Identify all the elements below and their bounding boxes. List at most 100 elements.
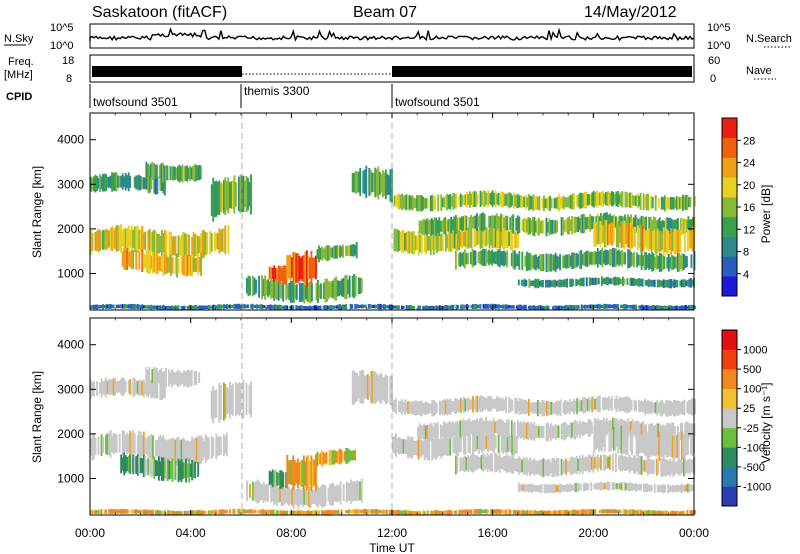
range-cell (572, 217, 575, 233)
range-cell (313, 459, 316, 486)
range-cell (509, 217, 512, 230)
range-cell (381, 509, 384, 514)
range-cell (520, 399, 523, 414)
range-cell (293, 251, 296, 284)
range-cell (627, 457, 629, 471)
range-cell (478, 228, 480, 245)
range-cell (192, 165, 195, 181)
freq-left-label-1: Freq. (8, 56, 34, 68)
range-cell (222, 180, 225, 214)
range-cell (591, 396, 594, 413)
range-cell (331, 305, 334, 309)
range-cell (449, 509, 452, 515)
range-cell (491, 190, 494, 208)
range-cell (317, 485, 319, 508)
range-cell (494, 398, 497, 410)
range-cell (353, 481, 356, 502)
range-cell (388, 509, 391, 515)
range-cell (498, 248, 501, 268)
range-cell (645, 401, 648, 413)
range-cell (540, 220, 543, 234)
range-cell (627, 509, 630, 514)
range-cell (659, 305, 662, 310)
range-cell (102, 304, 104, 310)
range-cell (426, 425, 429, 440)
range-cell (515, 231, 518, 249)
range-cell (651, 220, 654, 233)
range-cell (684, 304, 687, 310)
range-cell (685, 256, 688, 268)
range-cell (124, 455, 127, 473)
range-cell (592, 453, 595, 473)
range-cell (395, 229, 397, 252)
range-cell (308, 510, 311, 515)
noise-left-label: N.Sky (4, 33, 34, 45)
range-cell (171, 236, 174, 256)
range-cell (156, 176, 159, 195)
range-cell (494, 509, 497, 514)
range-cell (189, 254, 192, 276)
range-cell (384, 304, 387, 310)
range-cell (562, 217, 565, 235)
range-cell (617, 482, 620, 490)
range-cell (454, 250, 457, 270)
range-cell (435, 305, 438, 310)
range-cell (183, 439, 186, 464)
range-cell (548, 484, 550, 494)
range-cell (573, 483, 576, 493)
range-cell (267, 484, 270, 502)
range-cell (673, 279, 676, 289)
range-cell (285, 281, 288, 301)
range-cell (370, 304, 373, 308)
range-cell (429, 195, 432, 212)
range-cell (168, 460, 171, 480)
range-cell (583, 252, 586, 267)
range-cell (685, 460, 688, 473)
range-cell (318, 305, 320, 310)
range-cell (536, 256, 539, 269)
range-cell (602, 213, 605, 231)
range-cell (210, 435, 213, 459)
range-cell (163, 460, 166, 479)
range-cell (603, 426, 606, 452)
colorbar-swatch (722, 427, 737, 448)
range-cell (212, 510, 215, 514)
range-cell (292, 252, 295, 284)
range-cell (681, 253, 684, 271)
range-cell (518, 510, 521, 514)
range-cell (629, 305, 631, 309)
range-cell (667, 253, 670, 272)
range-cell (654, 195, 657, 211)
range-cell (630, 509, 633, 515)
range-cell (173, 511, 175, 515)
range-cell (241, 509, 243, 514)
range-cell (497, 303, 500, 310)
range-cell (310, 489, 313, 505)
range-cell (673, 485, 676, 492)
range-cell (440, 233, 443, 251)
noise-ytick-right-bottom: 10^0 (707, 40, 731, 52)
range-cell (148, 164, 151, 177)
range-cell (493, 192, 496, 205)
range-cell (604, 454, 607, 471)
range-cell (503, 434, 506, 453)
range-cell (304, 511, 307, 515)
range-cell (417, 305, 420, 310)
range-cell (154, 305, 157, 309)
range-cell (174, 305, 177, 310)
range-cell (386, 376, 389, 404)
range-cell (474, 419, 477, 435)
range-cell (519, 458, 522, 473)
range-cell (257, 305, 260, 309)
range-cell (150, 232, 153, 253)
range-cell (581, 278, 584, 286)
range-cell (247, 275, 250, 297)
range-cell (580, 400, 583, 411)
range-cell (570, 402, 573, 412)
range-cell (473, 509, 476, 514)
range-cell (689, 305, 692, 310)
range-cell (118, 225, 121, 251)
range-cell (663, 426, 666, 438)
range-cell (503, 304, 506, 309)
range-cell (324, 510, 326, 515)
